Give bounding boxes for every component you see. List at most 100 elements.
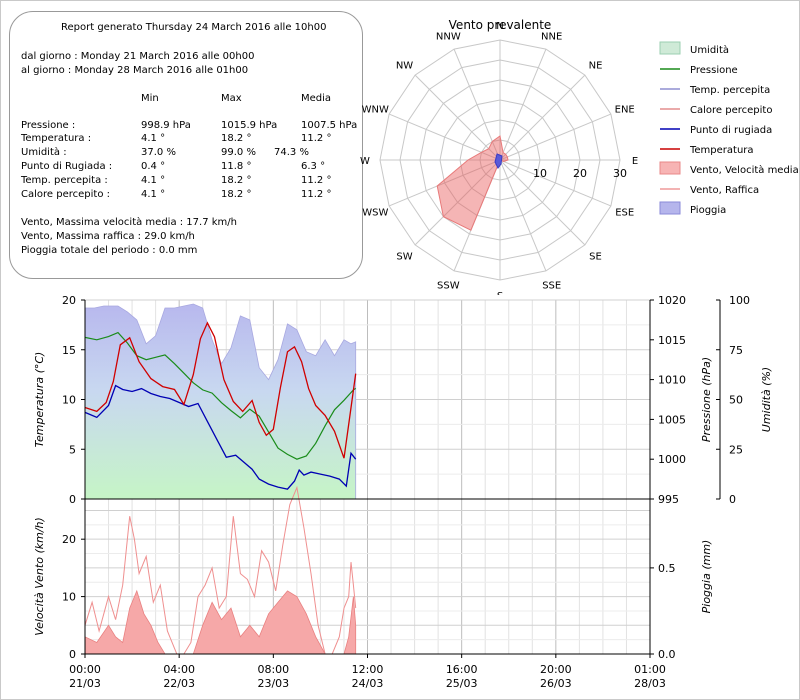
radar-spoke-sw: [414, 159, 501, 246]
radar-dir-s: S: [497, 291, 503, 295]
tick-label-temp-5: 5: [69, 443, 76, 456]
col-max-header: Max: [221, 93, 242, 104]
row-avg-feelslike: 11.2 °: [301, 175, 332, 186]
radar-dir-ssw: SSW: [437, 281, 460, 292]
row-max-heatindex: 18.2 °: [221, 189, 252, 200]
row-max-feelslike: 18.2 °: [221, 175, 252, 186]
row-avg-heatindex: 11.2 °: [301, 189, 332, 200]
row-min-pressure: 998.9 hPa: [141, 120, 191, 131]
row-max-humidity: 99.0 %: [221, 147, 256, 158]
tick-label-humidity-0: 0: [729, 493, 736, 506]
axis-title-humidity: Umidità (%): [760, 367, 773, 432]
tick-label-humidity-50: 50: [729, 394, 743, 407]
radar-dir-w: W: [360, 156, 370, 167]
radar-tick-20: 20: [573, 167, 587, 180]
tick-label-date-2: 23/03: [257, 677, 289, 690]
radar-dir-n: N: [496, 21, 503, 32]
radar-dir-nnw: NNW: [436, 31, 461, 42]
rain-total: Pioggia totale del periodo : 0.0 mm: [21, 245, 198, 256]
tick-label-pressure-1020: 1020: [658, 294, 686, 307]
row-avg-pressure: 1007.5 hPa: [301, 120, 358, 131]
legend-label-vento-velocit-media: Vento, Velocità media: [690, 164, 799, 176]
tick-label-date-3: 24/03: [352, 677, 384, 690]
radar-dir-wnw: WNW: [362, 104, 389, 115]
radar-spoke-se: [499, 159, 586, 246]
row-label-feelslike: Temp. percepita :: [21, 175, 108, 186]
radar-dir-ese: ESE: [615, 208, 634, 219]
row-label-pressure: Pressione :: [21, 120, 76, 131]
tick-label-pressure-995: 995: [658, 493, 679, 506]
radar-dir-sse: SSE: [542, 281, 561, 292]
tick-label-temp-0: 0: [69, 493, 76, 506]
legend-label-pressione: Pressione: [690, 65, 738, 76]
tick-label-time-6: 01:00: [634, 663, 666, 676]
tick-label-temp-15: 15: [62, 344, 76, 357]
series-dewpoint: [84, 384, 357, 490]
legend-label-temp-percepita: Temp. percepita: [689, 85, 770, 96]
radar-spoke-wsw: [388, 159, 501, 207]
tick-label-humidity-25: 25: [729, 443, 743, 456]
legend-swatch-pioggia: [659, 201, 681, 215]
axis-title-pressure: Pressione (hPa): [700, 357, 713, 442]
tick-label-rain-0.0: 0.0: [658, 648, 676, 661]
tick-label-wind-10: 10: [62, 591, 76, 604]
row-min-temperature: 4.1 °: [141, 133, 166, 144]
tick-label-humidity-75: 75: [729, 344, 743, 357]
radar-dir-e: E: [632, 156, 638, 167]
radar-series-rain: [494, 153, 503, 169]
legend-label-vento-raffica: Vento, Raffica: [690, 185, 759, 196]
radar-spoke-ene: [499, 113, 612, 161]
tick-label-temp-20: 20: [62, 294, 76, 307]
row-min-heatindex: 4.1 °: [141, 189, 166, 200]
radar-dir-nne: NNE: [541, 31, 562, 42]
tick-label-wind-0: 0: [69, 648, 76, 661]
tick-label-date-4: 25/03: [446, 677, 478, 690]
axis-title-rain: Pioggia (mm): [700, 540, 713, 614]
row-avg-dewpoint: 6.3 °: [301, 161, 326, 172]
radar-spoke-sse: [499, 159, 547, 272]
tick-label-date-0: 21/03: [69, 677, 101, 690]
radar-dir-nw: NW: [396, 61, 413, 72]
radar-dir-sw: SW: [396, 252, 412, 263]
tick-label-time-0: 00:00: [69, 663, 101, 676]
tick-label-time-2: 08:00: [257, 663, 289, 676]
legend-label-pioggia: Pioggia: [690, 205, 726, 216]
radar-tick-30: 30: [613, 167, 627, 180]
axis-title-wind: Velocità Vento (km/h): [33, 517, 46, 636]
radar-dir-se: SE: [589, 252, 602, 263]
report-header: Report generato Thursday 24 March 2016 a…: [61, 22, 327, 33]
tick-label-pressure-1000: 1000: [658, 453, 686, 466]
legend-label-temperatura: Temperatura: [689, 145, 754, 156]
radar-title: Vento prevalente: [449, 18, 552, 32]
tick-label-pressure-1005: 1005: [658, 413, 686, 426]
report-date-to: al giorno : Monday 28 March 2016 alle 01…: [21, 65, 249, 76]
legend-label-punto-di-rugiada: Punto di rugiada: [690, 125, 772, 136]
tick-label-time-3: 12:00: [352, 663, 384, 676]
row-label-heatindex: Calore percepito :: [21, 189, 110, 200]
row-label-temperature: Temperatura :: [21, 133, 92, 144]
row-label-humidity: Umidità :: [21, 147, 67, 158]
radar-spoke-nne: [499, 48, 547, 161]
tick-label-date-6: 28/03: [634, 677, 666, 690]
radar-spoke-nw: [414, 74, 501, 161]
row-avg-temperature: 11.2 °: [301, 133, 332, 144]
radar-spoke-ese: [499, 159, 612, 207]
radar-spoke-ne: [499, 74, 586, 161]
report-summary-panel: Report generato Thursday 24 March 2016 a…: [9, 11, 363, 279]
tick-label-humidity-100: 100: [729, 294, 750, 307]
tick-label-time-4: 16:00: [446, 663, 478, 676]
tick-label-temp-10: 10: [62, 394, 76, 407]
chart-legend: Umidità Pressione Temp. percepita Calore pe…: [659, 41, 799, 216]
axis-title-temperature: Temperatura (°C): [33, 352, 46, 448]
time-series-chart: 0510152099510001005101010151020025507510…: [33, 294, 773, 690]
radar-dir-ene: ENE: [615, 104, 635, 115]
wind-max-gust: Vento, Massima raffica : 29.0 km/h: [21, 231, 195, 242]
tick-label-date-5: 26/03: [540, 677, 572, 690]
radar-dir-ne: NE: [589, 61, 603, 72]
legend-swatch-vento-velocit-media: [659, 161, 681, 175]
tick-label-time-1: 04:00: [163, 663, 195, 676]
tick-label-pressure-1015: 1015: [658, 334, 686, 347]
tick-label-pressure-1010: 1010: [658, 374, 686, 387]
tick-label-wind-20: 20: [62, 533, 76, 546]
